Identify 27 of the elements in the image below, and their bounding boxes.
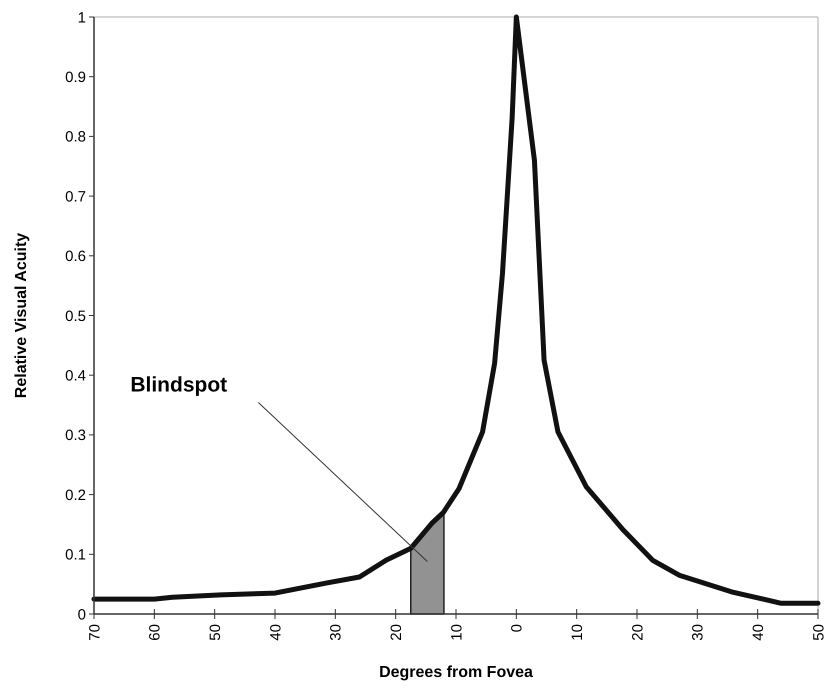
x-tick-label: 40 [267, 624, 284, 641]
x-tick-label: 10 [448, 624, 466, 641]
y-tick-label: 0.9 [65, 68, 86, 86]
x-tick-label: 0 [508, 624, 526, 632]
x-axis-title: Degrees from Fovea [379, 664, 534, 681]
x-tick-label: 50 [206, 624, 224, 641]
x-tick-label: 20 [388, 624, 405, 641]
x-tick-label: 20 [629, 624, 646, 641]
y-tick-label: 0.2 [65, 486, 86, 504]
x-tick-label: 40 [750, 624, 767, 641]
y-tick-label: 0.4 [65, 367, 86, 384]
x-tick-label: 70 [86, 624, 104, 641]
x-tick-label: 10 [568, 624, 586, 641]
y-tick-label: 0.8 [65, 128, 86, 146]
y-tick-label: 1 [78, 9, 86, 26]
x-tick-label: 50 [810, 624, 828, 641]
x-tick-label: 30 [690, 624, 707, 641]
x-tick-label: 30 [328, 624, 345, 641]
annotation: Blindspot [130, 373, 228, 396]
y-axis-title: Relative Visual Acuity [13, 232, 30, 398]
x-tick-label: 60 [146, 624, 164, 641]
y-tick-label: 0.6 [65, 248, 86, 266]
y-tick-label: 0.5 [65, 308, 86, 325]
y-tick-label: 0.3 [65, 427, 86, 444]
y-tick-label: 0 [78, 606, 86, 624]
y-tick-label: 0.1 [65, 546, 86, 564]
y-tick-label: 0.7 [65, 188, 86, 206]
